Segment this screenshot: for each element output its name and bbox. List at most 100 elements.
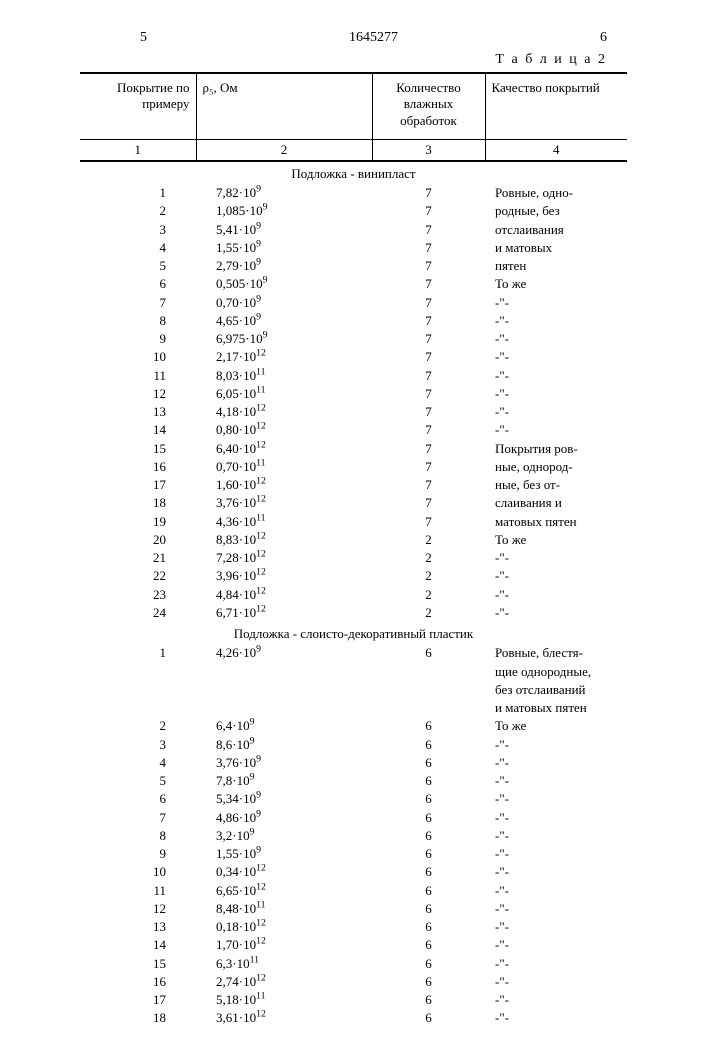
cell-rho: 1,60·1012: [196, 476, 372, 494]
cell-treatments: 7: [372, 257, 485, 275]
table-row: 134,18·10127-"-: [80, 403, 627, 421]
cell-quality: То же: [485, 531, 627, 549]
table-row: 57,8·1096-"-: [80, 772, 627, 790]
table-row: 17,82·1097Ровные, одно-: [80, 184, 627, 202]
cell-quality: и матовых: [485, 239, 627, 257]
col-num-1: 1: [80, 139, 196, 161]
table-row: 116,65·10126-"-: [80, 882, 627, 900]
table-row: 35,41·1097отслаивания: [80, 221, 627, 239]
cell-rho: 2,17·1012: [196, 348, 372, 366]
cell-example-number: 16: [80, 973, 196, 991]
cell-example-number: [80, 663, 196, 681]
cell-rho: 6,3·1011: [196, 955, 372, 973]
cell-rho: 7,8·109: [196, 772, 372, 790]
cell-treatments: 7: [372, 202, 485, 220]
cell-example-number: 3: [80, 736, 196, 754]
table-row: 130,18·10126-"-: [80, 918, 627, 936]
cell-treatments: 2: [372, 549, 485, 567]
cell-quality: -"-: [485, 549, 627, 567]
cell-treatments: 6: [372, 845, 485, 863]
cell-rho: 3,96·1012: [196, 567, 372, 585]
table-row: 83,2·1096-"-: [80, 827, 627, 845]
cell-example-number: [80, 699, 196, 717]
table-row: 175,18·10116-"-: [80, 991, 627, 1009]
cell-rho: 1,55·109: [196, 845, 372, 863]
cell-quality: -"-: [485, 918, 627, 936]
cell-treatments: 7: [372, 330, 485, 348]
cell-example-number: 6: [80, 790, 196, 808]
table-row: 140,80·10127-"-: [80, 421, 627, 439]
cell-treatments: [372, 699, 485, 717]
cell-rho: 8,48·1011: [196, 900, 372, 918]
cell-rho: 3,76·109: [196, 754, 372, 772]
cell-rho: 6,975·109: [196, 330, 372, 348]
cell-quality: -"-: [485, 882, 627, 900]
cell-example-number: 19: [80, 513, 196, 531]
col-header-1: Покрытие по примеру: [80, 73, 196, 139]
cell-example-number: 24: [80, 604, 196, 622]
cell-example-number: 4: [80, 239, 196, 257]
cell-rho: [196, 699, 372, 717]
doc-number: 1645277: [349, 30, 398, 46]
cell-treatments: 2: [372, 531, 485, 549]
cell-example-number: 13: [80, 403, 196, 421]
table-row: 160,70·10117ные, однород-: [80, 458, 627, 476]
cell-example-number: 14: [80, 421, 196, 439]
cell-treatments: 7: [372, 184, 485, 202]
cell-treatments: 7: [372, 275, 485, 293]
cell-example-number: 15: [80, 955, 196, 973]
cell-quality: щие однородные,: [485, 663, 627, 681]
cell-treatments: 7: [372, 476, 485, 494]
cell-example-number: 23: [80, 586, 196, 604]
cell-treatments: [372, 681, 485, 699]
cell-quality: -"-: [485, 604, 627, 622]
cell-treatments: 2: [372, 604, 485, 622]
table-2: Покрытие по примеру ρ₅, Ом Количество вл…: [80, 72, 627, 1028]
cell-example-number: 13: [80, 918, 196, 936]
table-row: 91,55·1096-"-: [80, 845, 627, 863]
table-row: 171,60·10127ные, без от-: [80, 476, 627, 494]
cell-treatments: 6: [372, 809, 485, 827]
cell-rho: 6,65·1012: [196, 882, 372, 900]
table-row: 43,76·1096-"-: [80, 754, 627, 772]
cell-rho: 4,36·1011: [196, 513, 372, 531]
table-row: 183,76·10127слаивания и: [80, 494, 627, 512]
cell-treatments: 6: [372, 754, 485, 772]
table-row: 126,05·10117-"-: [80, 385, 627, 403]
cell-rho: 8,03·1011: [196, 367, 372, 385]
cell-rho: 0,70·109: [196, 294, 372, 312]
table-row: 65,34·1096-"-: [80, 790, 627, 808]
cell-quality: То же: [485, 717, 627, 735]
cell-treatments: 7: [372, 312, 485, 330]
cell-quality: -"-: [485, 863, 627, 881]
cell-example-number: 7: [80, 294, 196, 312]
table-row: 52,79·1097пятен: [80, 257, 627, 275]
cell-quality: То же: [485, 275, 627, 293]
cell-example-number: 9: [80, 845, 196, 863]
table-row: 156,3·10116-"-: [80, 955, 627, 973]
cell-treatments: 6: [372, 955, 485, 973]
cell-rho: 5,18·1011: [196, 991, 372, 1009]
cell-rho: 1,085·109: [196, 202, 372, 220]
cell-quality: -"-: [485, 330, 627, 348]
cell-quality: -"-: [485, 772, 627, 790]
cell-example-number: 6: [80, 275, 196, 293]
cell-quality: -"-: [485, 1009, 627, 1027]
cell-treatments: 7: [372, 367, 485, 385]
cell-rho: 5,41·109: [196, 221, 372, 239]
cell-rho: 4,26·109: [196, 644, 372, 662]
cell-treatments: 7: [372, 440, 485, 458]
cell-example-number: 15: [80, 440, 196, 458]
cell-quality: Ровные, одно-: [485, 184, 627, 202]
cell-rho: 0,505·109: [196, 275, 372, 293]
cell-rho: 1,55·109: [196, 239, 372, 257]
cell-quality: -"-: [485, 809, 627, 827]
cell-treatments: 6: [372, 736, 485, 754]
cell-example-number: 22: [80, 567, 196, 585]
table-row: 223,96·10122-"-: [80, 567, 627, 585]
table-row: 41,55·1097и матовых: [80, 239, 627, 257]
cell-rho: 6,71·1012: [196, 604, 372, 622]
cell-example-number: 17: [80, 991, 196, 1009]
cell-quality: -"-: [485, 385, 627, 403]
col-header-2: ρ₅, Ом: [196, 73, 372, 139]
